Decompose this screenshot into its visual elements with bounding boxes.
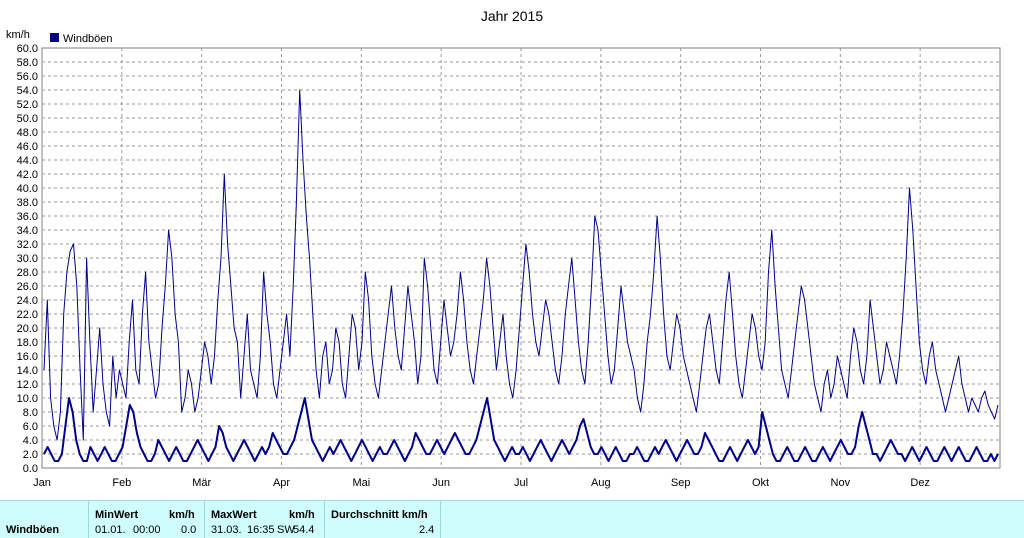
y-tick-label: 42.0 [17,169,38,181]
max-header: MaxWert [211,509,257,521]
y-tick-label: 20.0 [17,323,38,335]
y-axis-unit: km/h [6,29,30,41]
chart: 0.0 2.0 4.0 6.0 8.0 10.0 12.0 14.0 16.0 18.0 20.0 2… [6,8,1001,489]
x-tick-label: Feb [112,477,131,489]
y-tick-label: 40.0 [17,183,38,195]
y-tick-label: 52.0 [17,99,38,111]
y-tick-label: 14.0 [17,365,38,377]
average-value: 2.4 [419,524,435,536]
y-tick-label: 60.0 [17,43,38,55]
max-unit-header: km/h [289,509,315,521]
stats-row-label: Windböen [6,524,60,536]
y-tick-label: 12.0 [17,379,38,391]
y-tick-label: 50.0 [17,113,38,125]
x-tick-label: Mär [192,477,211,489]
min-value-cell: MinWert km/h 01.01. 00:00 0.0 [88,501,205,538]
y-tick-label: 36.0 [17,211,38,223]
y-tick-label: 22.0 [17,309,38,321]
min-header: MinWert [95,509,139,521]
mean-series-line [43,397,999,462]
legend-label: Windböen [63,33,113,45]
max-value: 54.4 [293,524,315,536]
x-tick-label: Okt [752,477,769,489]
y-tick-label: 32.0 [17,239,38,251]
max-direction: SW [277,524,295,536]
x-tick-label: Sep [671,477,691,489]
y-tick-label: 30.0 [17,253,38,265]
y-tick-label: 56.0 [17,71,38,83]
x-tick-label: Mai [352,477,370,489]
min-time: 00:00 [133,524,161,536]
average-header: Durchschnitt km/h [331,509,428,521]
min-value: 0.0 [181,524,197,536]
chart-title: Jahr 2015 [481,8,543,24]
min-unit-header: km/h [169,509,195,521]
y-tick-label: 58.0 [17,57,38,69]
x-tick-label: Nov [831,477,851,489]
statistics-table: Windböen MinWert km/h 01.01. 00:00 0.0 M… [0,500,1024,538]
x-tick-label: Aug [591,477,611,489]
x-tick-label: Jun [432,477,450,489]
x-tick-label: Jan [33,477,51,489]
y-tick-label: 54.0 [17,85,38,97]
y-tick-label: 46.0 [17,141,38,153]
x-tick-label: Dez [910,477,930,489]
y-tick-label: 10.0 [17,393,38,405]
x-tick-label: Jul [514,477,528,489]
y-tick-label: 16.0 [17,351,38,363]
legend-swatch [50,33,59,42]
max-time: 16:35 [247,524,275,536]
y-tick-label: 38.0 [17,197,38,209]
y-tick-label: 2.0 [23,449,38,461]
gust-series-line [43,89,999,441]
y-tick-label: 6.0 [23,421,38,433]
average-cell: Durchschnitt km/h 2.4 [324,501,441,538]
y-tick-label: 4.0 [23,435,38,447]
x-tick-label: Apr [273,477,290,489]
y-tick-label: 44.0 [17,155,38,167]
min-date: 01.01. [95,524,126,536]
y-tick-label: 0.0 [23,463,38,475]
max-value-cell: MaxWert km/h 31.03. 16:35 SW 54.4 [204,501,325,538]
y-tick-label: 8.0 [23,407,38,419]
y-tick-label: 34.0 [17,225,38,237]
y-tick-label: 26.0 [17,281,38,293]
max-date: 31.03. [211,524,242,536]
y-tick-label: 24.0 [17,295,38,307]
empty-cell [440,501,1024,538]
y-tick-label: 18.0 [17,337,38,349]
y-tick-label: 28.0 [17,267,38,279]
y-tick-label: 48.0 [17,127,38,139]
